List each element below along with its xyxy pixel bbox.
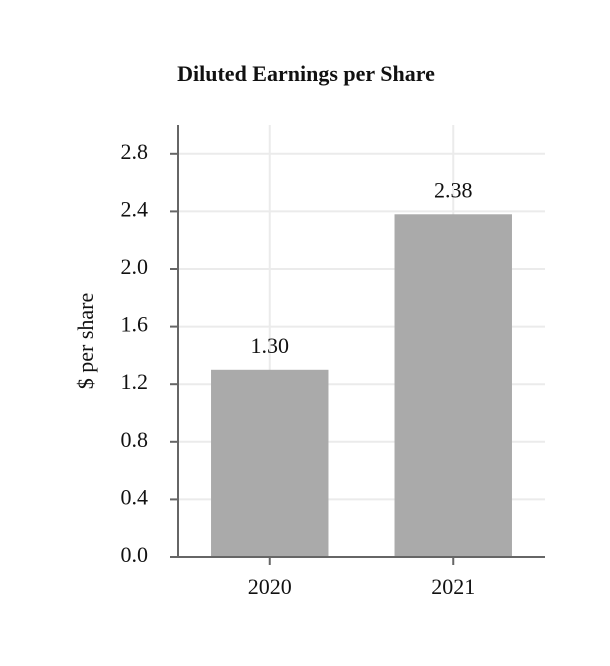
y-tick-label: 0.4 bbox=[121, 484, 149, 509]
value-label: 2.38 bbox=[434, 177, 473, 202]
y-tick-label: 0.0 bbox=[121, 542, 149, 567]
chart-title: Diluted Earnings per Share bbox=[177, 61, 435, 86]
bar bbox=[211, 369, 329, 557]
y-tick-label: 0.8 bbox=[121, 427, 149, 452]
y-tick-label: 2.4 bbox=[121, 196, 149, 221]
bar bbox=[394, 214, 512, 557]
y-tick-label: 2.0 bbox=[121, 254, 149, 279]
x-tick-label: 2020 bbox=[248, 574, 292, 599]
y-tick-label: 1.2 bbox=[121, 369, 149, 394]
y-tick-label: 1.6 bbox=[121, 312, 149, 337]
x-tick-label: 2021 bbox=[431, 574, 475, 599]
y-axis-label: $ per share bbox=[73, 293, 98, 390]
value-label: 1.30 bbox=[251, 333, 290, 358]
y-tick-label: 2.8 bbox=[121, 139, 149, 164]
